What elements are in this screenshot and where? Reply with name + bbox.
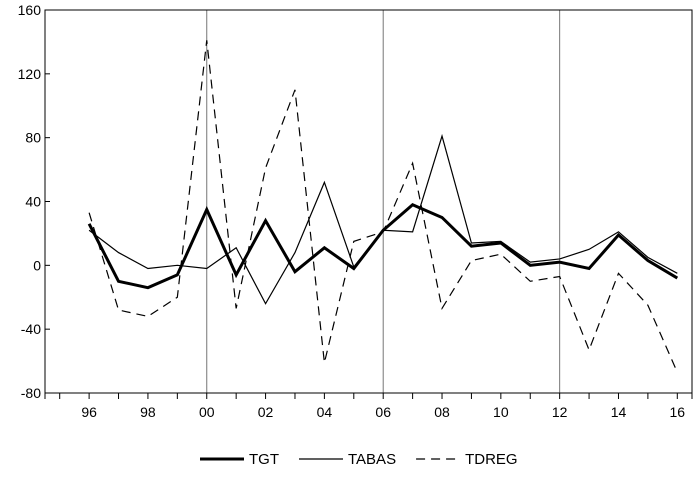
x-tick-label: 04 <box>317 404 333 420</box>
x-tick-label: 10 <box>493 404 509 420</box>
plot-area-frame <box>44 9 693 394</box>
series-line-tdreg <box>88 40 678 373</box>
vertical-reference-lines <box>206 10 561 393</box>
x-tick-label: 12 <box>552 404 568 420</box>
x-axis: 96 98 00 02 04 06 08 10 12 14 16 <box>44 393 693 420</box>
x-tick-label: 14 <box>611 404 627 420</box>
legend: TGT TABAS TDREG <box>200 451 518 468</box>
legend-label-tdreg: TDREG <box>465 451 518 468</box>
series-line-tabas <box>88 133 678 305</box>
y-tick-label: 0 <box>33 257 41 273</box>
x-tick-label: 08 <box>434 404 450 420</box>
x-tick-label: 96 <box>81 404 97 420</box>
y-tick-label: -40 <box>21 321 41 337</box>
y-axis: -80 -40 0 40 80 120 160 <box>18 2 50 401</box>
x-tick-label: 00 <box>199 404 215 420</box>
x-tick-label: 06 <box>375 404 391 420</box>
x-tick-label: 98 <box>140 404 156 420</box>
legend-label-tabas: TABAS <box>348 451 396 468</box>
y-tick-label: 160 <box>18 2 42 18</box>
series-lines <box>87 40 679 373</box>
y-tick-label: -80 <box>21 385 41 401</box>
x-tick-label: 02 <box>258 404 274 420</box>
x-tick-label: 16 <box>670 404 686 420</box>
legend-label-tgt: TGT <box>249 451 279 468</box>
y-tick-label: 120 <box>18 66 42 82</box>
y-tick-label: 40 <box>25 194 41 210</box>
y-tick-label: 80 <box>25 130 41 146</box>
